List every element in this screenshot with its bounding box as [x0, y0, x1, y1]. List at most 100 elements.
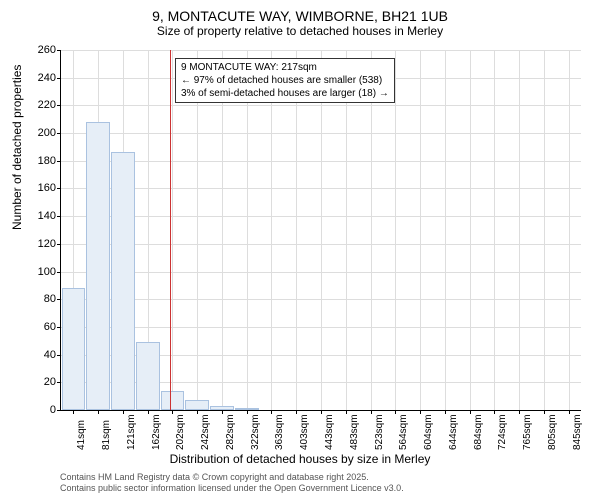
xtick-mark: [73, 410, 74, 414]
ytick-label: 40: [16, 349, 56, 361]
xtick-label: 242sqm: [200, 414, 211, 450]
annotation-line3: 3% of semi-detached houses are larger (1…: [181, 87, 389, 100]
xtick-label: 322sqm: [250, 414, 261, 450]
ytick-label: 160: [16, 182, 56, 194]
x-axis-label: Distribution of detached houses by size …: [0, 452, 600, 466]
xtick-mark: [98, 410, 99, 414]
gridline-vertical: [544, 50, 545, 410]
histogram-bar: [161, 391, 185, 410]
xtick-mark: [197, 410, 198, 414]
xtick-mark: [470, 410, 471, 414]
gridline-vertical: [197, 50, 198, 410]
xtick-label: 483sqm: [349, 414, 360, 450]
gridline-vertical: [271, 50, 272, 410]
xtick-label: 523sqm: [374, 414, 385, 450]
xtick-label: 845sqm: [572, 414, 583, 450]
ytick-mark: [57, 161, 61, 162]
xtick-label: 443sqm: [324, 414, 335, 450]
xtick-mark: [519, 410, 520, 414]
xtick-label: 805sqm: [547, 414, 558, 450]
ytick-label: 20: [16, 376, 56, 388]
gridline-vertical: [222, 50, 223, 410]
ytick-mark: [57, 50, 61, 51]
xtick-label: 162sqm: [151, 414, 162, 450]
ytick-label: 200: [16, 127, 56, 139]
xtick-label: 564sqm: [398, 414, 409, 450]
histogram-bar: [86, 122, 110, 410]
xtick-label: 644sqm: [448, 414, 459, 450]
ytick-label: 120: [16, 238, 56, 250]
xtick-mark: [420, 410, 421, 414]
gridline-vertical: [321, 50, 322, 410]
ytick-mark: [57, 355, 61, 356]
xtick-mark: [247, 410, 248, 414]
y-axis-label: Number of detached properties: [10, 65, 24, 230]
reference-line: [170, 50, 171, 410]
xtick-label: 765sqm: [522, 414, 533, 450]
xtick-mark: [296, 410, 297, 414]
ytick-mark: [57, 244, 61, 245]
xtick-mark: [346, 410, 347, 414]
xtick-mark: [172, 410, 173, 414]
annotation-line2: ← 97% of detached houses are smaller (53…: [181, 74, 389, 87]
gridline-vertical: [172, 50, 173, 410]
gridline-vertical: [296, 50, 297, 410]
gridline-vertical: [519, 50, 520, 410]
ytick-label: 100: [16, 266, 56, 278]
ytick-mark: [57, 216, 61, 217]
ytick-mark: [57, 188, 61, 189]
annotation-box: 9 MONTACUTE WAY: 217sqm ← 97% of detache…: [175, 58, 395, 103]
ytick-mark: [57, 133, 61, 134]
gridline-vertical: [371, 50, 372, 410]
gridline-vertical: [395, 50, 396, 410]
xtick-label: 684sqm: [473, 414, 484, 450]
xtick-label: 363sqm: [274, 414, 285, 450]
chart-title-line1: 9, MONTACUTE WAY, WIMBORNE, BH21 1UB: [0, 8, 600, 24]
gridline-vertical: [445, 50, 446, 410]
histogram-plot-area: [60, 50, 581, 411]
xtick-label: 81sqm: [101, 420, 112, 450]
annotation-line1: 9 MONTACUTE WAY: 217sqm: [181, 61, 389, 74]
xtick-mark: [395, 410, 396, 414]
ytick-mark: [57, 410, 61, 411]
ytick-mark: [57, 78, 61, 79]
xtick-label: 403sqm: [299, 414, 310, 450]
ytick-label: 140: [16, 210, 56, 222]
chart-title-block: 9, MONTACUTE WAY, WIMBORNE, BH21 1UB Siz…: [0, 0, 600, 38]
xtick-mark: [271, 410, 272, 414]
gridline-vertical: [569, 50, 570, 410]
ytick-label: 220: [16, 99, 56, 111]
ytick-mark: [57, 272, 61, 273]
histogram-bar: [136, 342, 160, 410]
gridline-vertical: [420, 50, 421, 410]
ytick-mark: [57, 299, 61, 300]
xtick-mark: [222, 410, 223, 414]
histogram-bar: [185, 400, 209, 410]
gridline-vertical: [346, 50, 347, 410]
xtick-mark: [445, 410, 446, 414]
xtick-mark: [321, 410, 322, 414]
ytick-label: 80: [16, 293, 56, 305]
ytick-label: 240: [16, 72, 56, 84]
xtick-mark: [123, 410, 124, 414]
xtick-mark: [371, 410, 372, 414]
ytick-mark: [57, 327, 61, 328]
xtick-mark: [544, 410, 545, 414]
histogram-bar: [62, 288, 86, 410]
xtick-label: 724sqm: [497, 414, 508, 450]
ytick-label: 260: [16, 44, 56, 56]
gridline-vertical: [247, 50, 248, 410]
xtick-label: 604sqm: [423, 414, 434, 450]
ytick-label: 60: [16, 321, 56, 333]
ytick-mark: [57, 382, 61, 383]
ytick-label: 0: [16, 404, 56, 416]
gridline-vertical: [470, 50, 471, 410]
xtick-label: 41sqm: [76, 420, 87, 450]
xtick-mark: [569, 410, 570, 414]
xtick-mark: [494, 410, 495, 414]
histogram-bar: [111, 152, 135, 410]
ytick-mark: [57, 105, 61, 106]
gridline-vertical: [494, 50, 495, 410]
footer-line1: Contains HM Land Registry data © Crown c…: [60, 472, 404, 483]
chart-title-line2: Size of property relative to detached ho…: [0, 24, 600, 38]
